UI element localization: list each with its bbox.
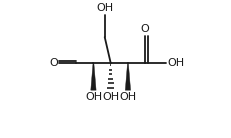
- Text: OH: OH: [85, 91, 102, 102]
- Polygon shape: [90, 63, 96, 90]
- Text: O: O: [49, 58, 58, 68]
- Text: O: O: [140, 24, 149, 34]
- Text: OH: OH: [166, 58, 183, 68]
- Text: OH: OH: [119, 91, 136, 102]
- Text: OH: OH: [102, 91, 119, 102]
- Polygon shape: [125, 63, 130, 90]
- Text: OH: OH: [96, 3, 113, 13]
